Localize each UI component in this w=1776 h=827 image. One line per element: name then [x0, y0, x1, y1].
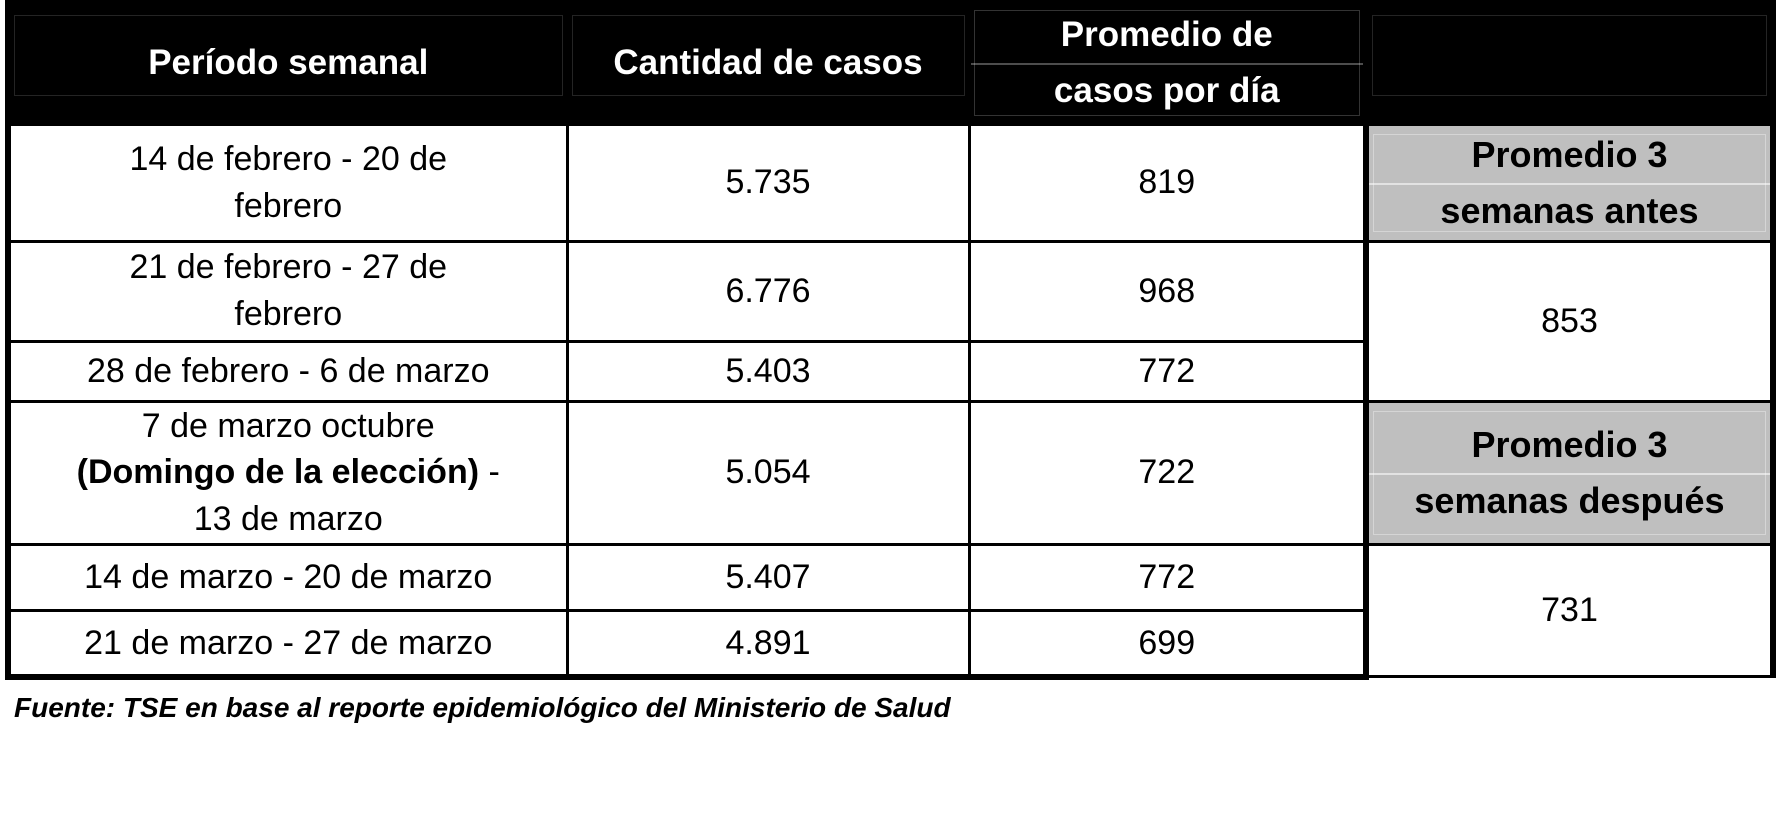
header-label: Período semanal: [148, 42, 429, 82]
header-label-line2: casos por día: [1053, 71, 1280, 110]
period-text: -: [479, 453, 500, 492]
source-note: Fuente: TSE en base al reporte epidemiol…: [14, 692, 951, 723]
summary-label-line2: semanas antes: [1440, 189, 1699, 231]
period-cell: 28 de febrero - 6 de marzo: [5, 339, 569, 403]
period-text-bold: (Domingo de la elección): [76, 453, 480, 492]
header-promedio-por-dia: Promedio de casos por día: [967, 0, 1368, 126]
summary-label-line2: semanas después: [1414, 479, 1725, 521]
period-cell: 14 de febrero - 20 de febrero: [5, 121, 569, 243]
summary-label-line1: Promedio 3: [1372, 420, 1767, 475]
period-text: 21 de febrero - 27 de: [129, 248, 448, 287]
cases-cell: 5.407: [565, 543, 971, 613]
period-cell-election-week: 7 de marzo octubre (Domingo de la elecci…: [5, 399, 569, 547]
header-cantidad-de-casos: Cantidad de casos: [565, 0, 971, 126]
avg-cell: 968: [967, 239, 1368, 343]
table-row: 21 de marzo - 27 de marzo 4.891 699: [5, 609, 1773, 680]
period-cell: 14 de marzo - 20 de marzo: [5, 543, 569, 613]
table-row: 14 de marzo - 20 de marzo 5.407 772 731: [5, 543, 1776, 679]
avg-cell: 772: [967, 543, 1368, 613]
period-text: 13 de marzo: [193, 500, 383, 539]
period-cell: 21 de marzo - 27 de marzo: [5, 609, 569, 680]
table-row: 14 de febrero - 20 de febrero 5.735 819 …: [5, 121, 1776, 243]
summary-label-after: Promedio 3 semanas después: [1363, 399, 1776, 547]
cases-cell: 5.403: [565, 339, 971, 403]
period-text: febrero: [234, 295, 343, 333]
header-row: Período semanal Cantidad de casos Promed…: [5, 0, 1776, 126]
period-cell: 21 de febrero - 27 de febrero: [5, 239, 569, 343]
summary-value-before: 853: [1363, 239, 1776, 403]
table-row: 28 de febrero - 6 de marzo 5.403 772: [5, 339, 1773, 403]
table-row: 21 de febrero - 27 de febrero 6.776 968 …: [5, 239, 1776, 403]
cases-cell: 5.054: [565, 399, 971, 547]
header-label: Cantidad de casos: [613, 42, 923, 82]
header-periodo-semanal: Período semanal: [5, 0, 569, 126]
period-text: febrero: [234, 186, 343, 225]
period-text: 7 de marzo octubre: [141, 406, 435, 445]
header-label-line1: Promedio de: [972, 11, 1363, 65]
avg-cell: 699: [967, 609, 1368, 680]
avg-cell: 819: [967, 121, 1368, 243]
summary-value-after: 731: [1363, 543, 1776, 679]
period-text: (Domingo de la elección) -: [14, 449, 564, 496]
table-row: 7 de marzo octubre (Domingo de la elecci…: [5, 399, 1776, 547]
period-text: 14 de febrero - 20 de: [129, 139, 448, 178]
summary-label-line1: Promedio 3: [1372, 130, 1767, 185]
summary-label-before: Promedio 3 semanas antes: [1363, 121, 1776, 243]
gridline-ghost: [1372, 15, 1767, 96]
avg-cell: 722: [967, 399, 1368, 547]
avg-cell: 772: [967, 339, 1368, 403]
cases-cell: 4.891: [565, 609, 971, 680]
cases-cell: 5.735: [565, 121, 971, 243]
cases-cell: 6.776: [565, 239, 971, 343]
cases-table: Período semanal Cantidad de casos Promed…: [5, 0, 1776, 680]
header-spacer-cell: [1363, 0, 1776, 126]
